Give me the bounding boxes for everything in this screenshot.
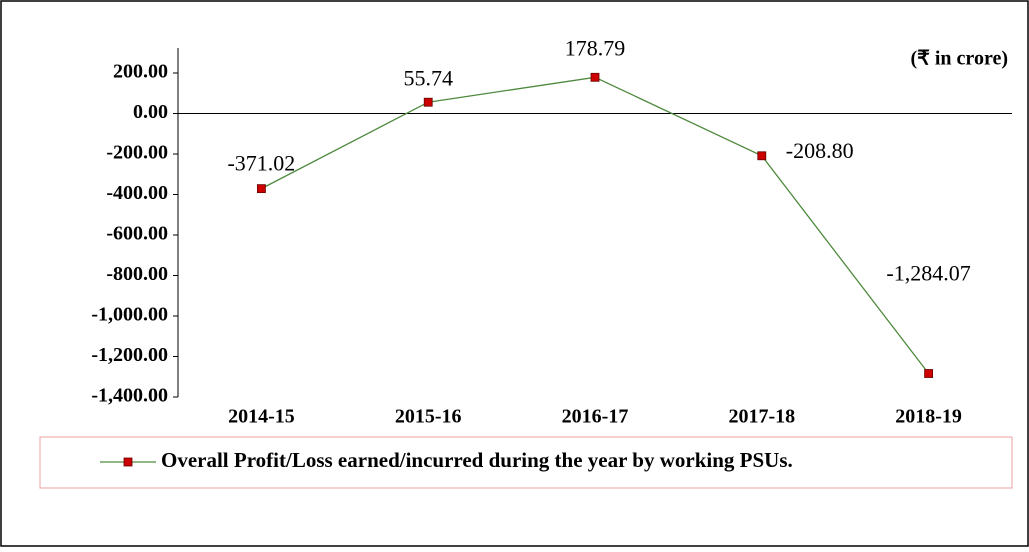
data-label: -208.80 xyxy=(786,138,854,163)
y-tick-label: -200.00 xyxy=(106,142,168,164)
x-tick-label: 2016-17 xyxy=(562,406,629,428)
legend-marker xyxy=(123,457,133,467)
marker xyxy=(423,97,433,107)
x-tick-label: 2015-16 xyxy=(395,406,462,428)
data-label: -371.02 xyxy=(227,151,295,176)
y-tick-label: -800.00 xyxy=(106,263,168,285)
legend-box xyxy=(39,436,1013,489)
marker xyxy=(924,369,933,378)
data-label: 178.79 xyxy=(565,35,626,60)
data-label: 55.74 xyxy=(403,65,453,90)
y-tick-label: 0.00 xyxy=(133,101,168,123)
unit-annotation: (₹ in crore) xyxy=(910,48,1008,70)
y-tick-label: -1,000.00 xyxy=(91,304,168,326)
marker xyxy=(757,151,767,161)
y-tick-label: -600.00 xyxy=(106,223,168,245)
x-tick-label: 2014-15 xyxy=(228,406,295,428)
x-tick-label: 2017-18 xyxy=(728,406,795,428)
marker xyxy=(256,184,266,194)
marker xyxy=(590,72,600,82)
y-tick-label: -1,200.00 xyxy=(91,344,168,366)
x-tick-label: 2018-19 xyxy=(895,406,962,428)
y-tick-label: -400.00 xyxy=(106,182,168,204)
y-tick-label: 200.00 xyxy=(113,61,168,83)
y-tick-label: -1,400.00 xyxy=(91,385,168,407)
data-label: -1,284.07 xyxy=(886,261,970,286)
legend-label: Overall Profit/Loss earned/incurred duri… xyxy=(161,448,793,472)
